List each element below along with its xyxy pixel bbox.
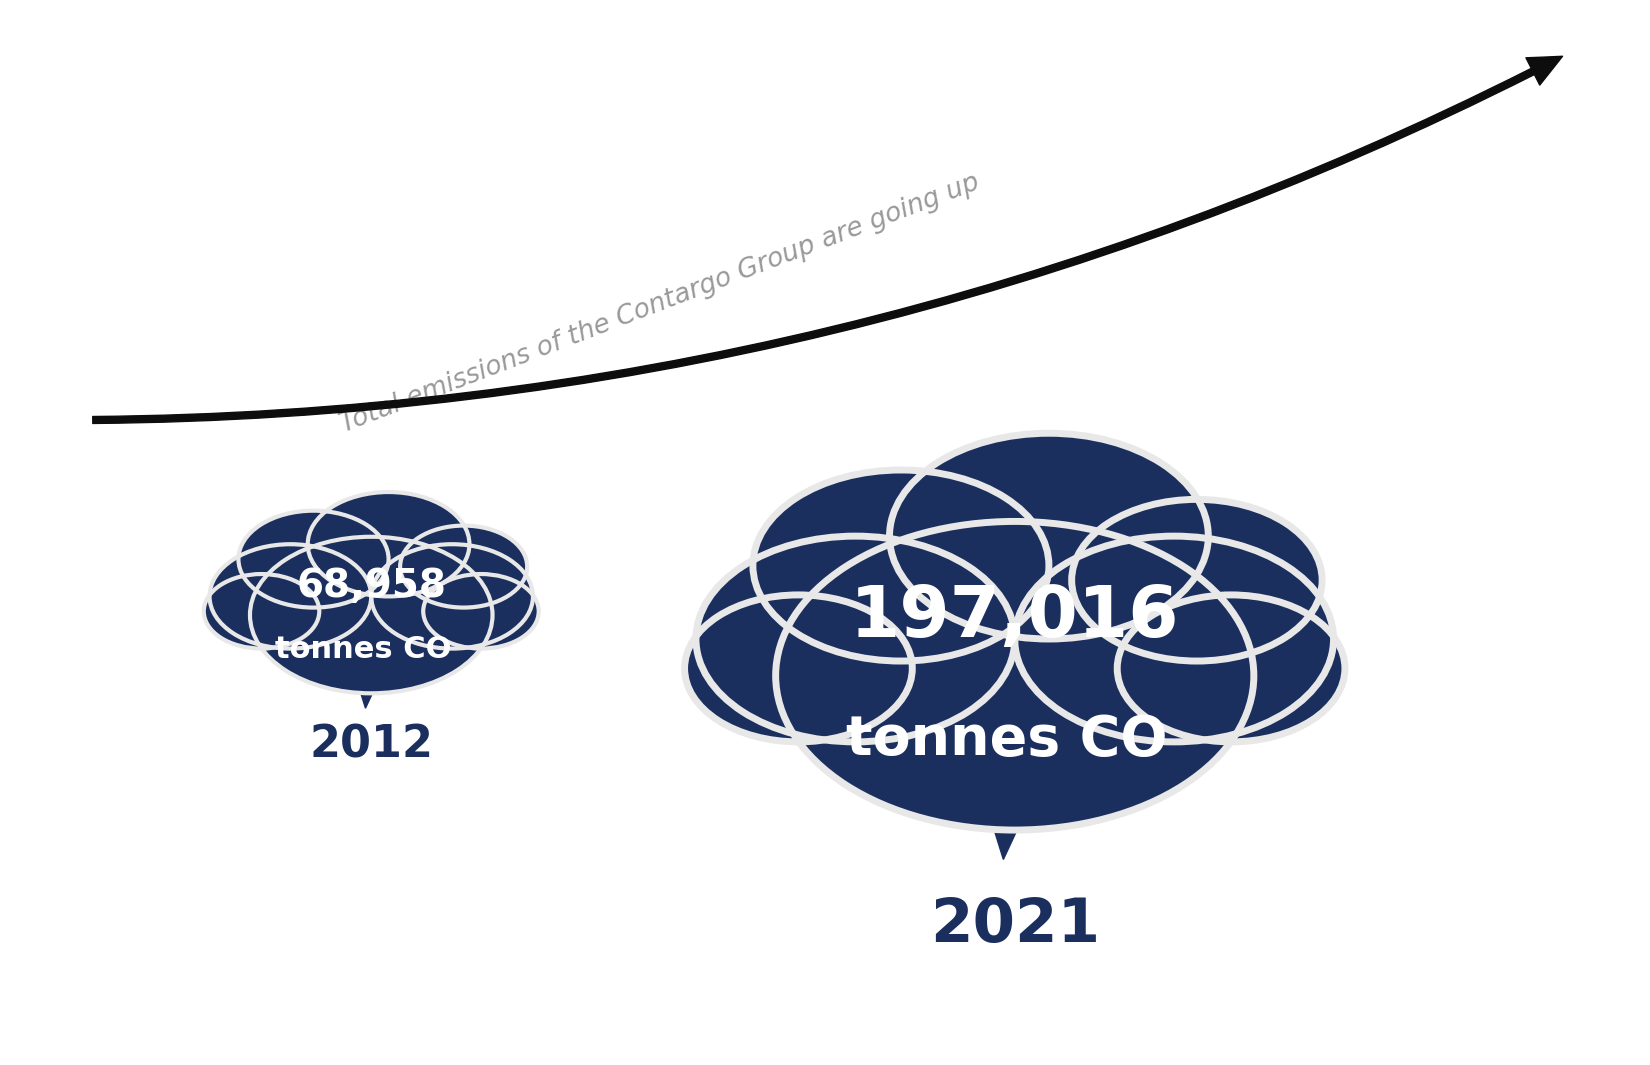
Circle shape [752,470,1049,661]
Text: tonnes CO: tonnes CO [846,714,1167,767]
Polygon shape [353,671,383,708]
Polygon shape [980,786,1038,859]
Circle shape [889,433,1208,639]
Text: 68,958: 68,958 [297,567,446,605]
Text: e: e [1310,714,1346,767]
Text: 197,016: 197,016 [850,584,1180,652]
Circle shape [401,526,528,607]
Circle shape [696,536,1015,742]
Text: Total emissions of the Contargo Group are going up: Total emissions of the Contargo Group ar… [337,169,983,438]
Text: 2: 2 [1238,748,1264,786]
Circle shape [371,544,533,649]
Circle shape [1015,536,1333,742]
Text: 2021: 2021 [929,896,1101,955]
Circle shape [205,574,320,649]
Text: 2012: 2012 [309,724,434,767]
Circle shape [1072,499,1322,661]
Circle shape [685,595,912,742]
Circle shape [776,522,1254,830]
Circle shape [238,511,389,607]
Circle shape [210,544,371,649]
FancyArrowPatch shape [92,56,1563,424]
Text: e: e [521,635,541,665]
Circle shape [251,537,493,693]
Circle shape [422,574,538,649]
Text: tonnes CO: tonnes CO [276,635,450,665]
Circle shape [309,492,470,596]
Text: 2: 2 [482,654,498,673]
Circle shape [1117,595,1345,742]
